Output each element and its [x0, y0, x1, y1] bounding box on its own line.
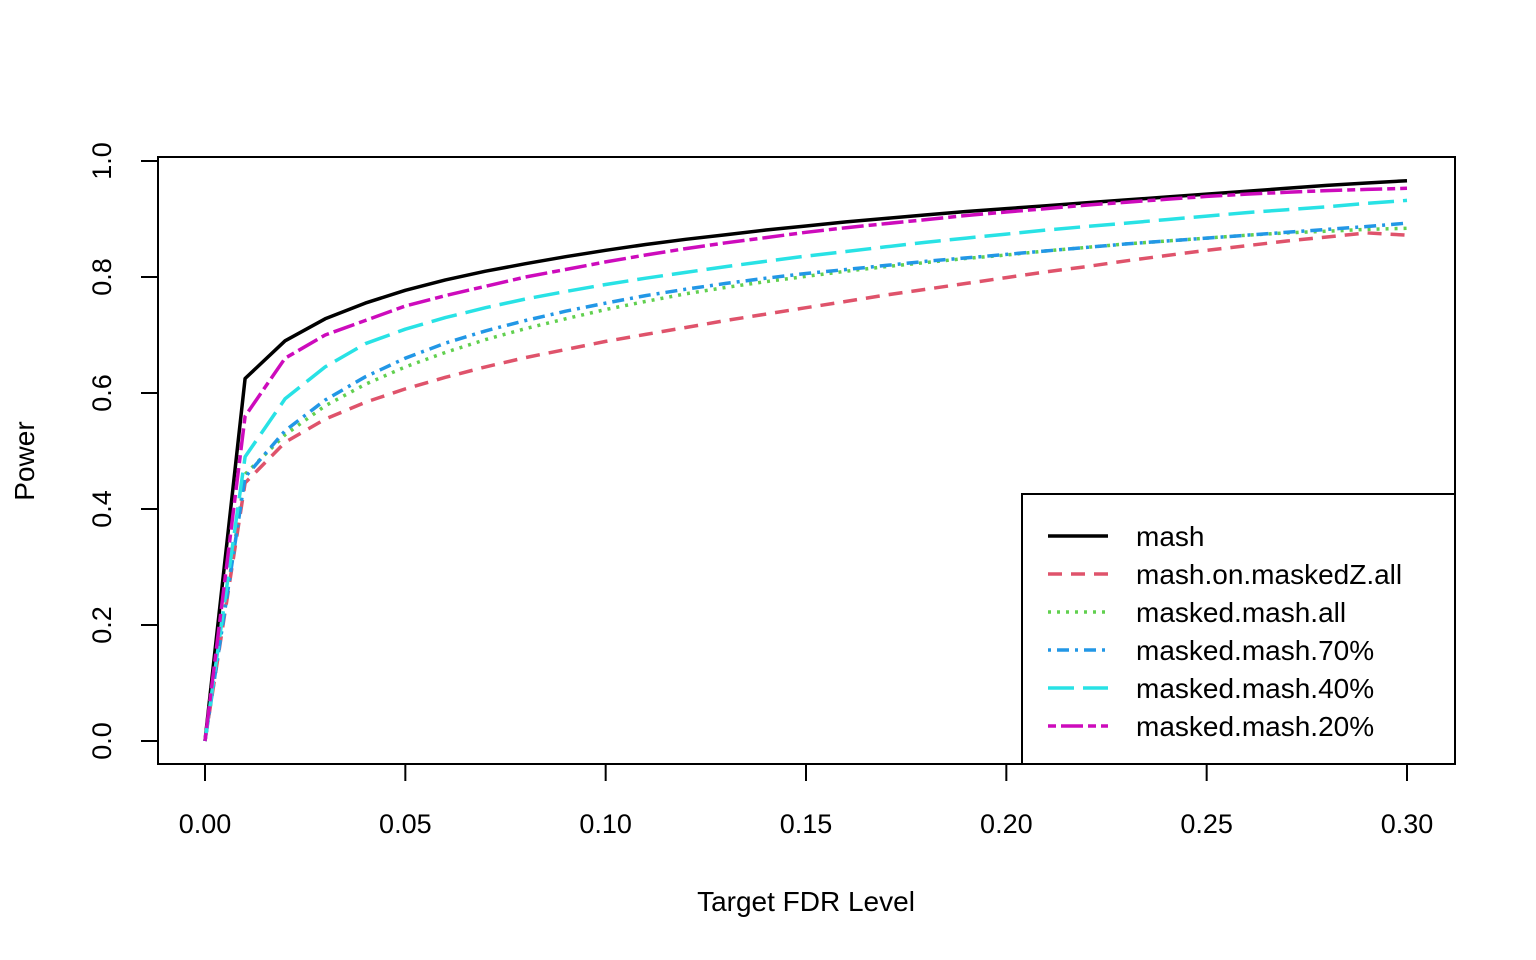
series-line-1 — [203, 231, 1408, 742]
x-tick-label: 0.20 — [980, 809, 1033, 839]
legend-label: mash — [1136, 521, 1204, 552]
y-tick-label: 0.6 — [87, 374, 117, 412]
legend-box — [1021, 493, 1456, 765]
y-axis-title: Power — [9, 421, 40, 500]
y-tick-label: 1.0 — [87, 142, 117, 180]
series-line-0 — [203, 178, 1408, 742]
y-tick-label: 0.8 — [87, 258, 117, 296]
x-axis-title: Target FDR Level — [697, 886, 915, 917]
y-tick-label: 0.4 — [87, 490, 117, 528]
y-axis: 0.0 0.2 0.4 0.6 0.8 1.0 — [87, 142, 159, 760]
legend-label: mash.on.maskedZ.all — [1136, 559, 1402, 590]
legend-label: masked.mash.all — [1136, 597, 1346, 628]
x-tick-label: 0.15 — [780, 809, 833, 839]
series-line-5 — [203, 186, 1408, 742]
y-tick-label: 0.0 — [87, 722, 117, 760]
series-lines — [203, 178, 1408, 742]
x-tick-label: 0.30 — [1381, 809, 1434, 839]
y-tick-label: 0.2 — [87, 606, 117, 644]
x-tick-label: 0.10 — [579, 809, 632, 839]
legend-label: masked.mash.70% — [1136, 635, 1374, 666]
x-axis: 0.00 0.05 0.10 0.15 0.20 0.25 0.30 — [179, 763, 1434, 839]
x-tick-label: 0.05 — [379, 809, 432, 839]
legend: mash mash.on.maskedZ.all masked.mash.all ma… — [1021, 493, 1456, 765]
x-tick-label: 0.00 — [179, 809, 232, 839]
series-line-3 — [203, 221, 1408, 742]
legend-label: masked.mash.20% — [1136, 711, 1374, 742]
legend-label: masked.mash.40% — [1136, 673, 1374, 704]
series-line-4 — [203, 198, 1408, 742]
x-tick-label: 0.25 — [1180, 809, 1233, 839]
